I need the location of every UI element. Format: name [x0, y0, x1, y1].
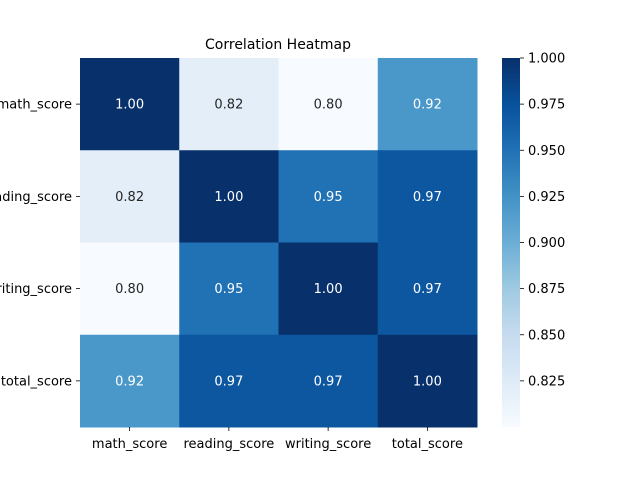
x-tick-label: reading_score: [183, 437, 274, 452]
cell-annotation: 0.82: [115, 190, 144, 205]
heatmap-cell: [278, 334, 379, 428]
chart-title: Correlation Heatmap: [205, 37, 351, 53]
y-axis: math_score reading_score writing_scoretota…: [0, 98, 80, 389]
y-tick-label: reading_score: [0, 190, 72, 205]
colorbar-tick-label: 1.000: [528, 52, 565, 67]
x-tick-label: writing_score: [285, 437, 371, 452]
cell-annotation: 0.97: [413, 190, 442, 205]
colorbar-tick-label: 0.975: [528, 98, 565, 113]
cell-annotation: 0.80: [314, 98, 343, 113]
cell-annotation: 0.80: [115, 282, 144, 297]
x-tick-label: math_score: [92, 437, 167, 452]
cell-annotation: 1.00: [115, 98, 144, 113]
heatmap-cell: [80, 150, 180, 243]
heatmap-cell: [377, 242, 478, 336]
y-tick-label: writing_score: [0, 282, 72, 297]
colorbar-tick-label: 0.875: [528, 282, 565, 297]
cell-annotation: 0.92: [413, 98, 442, 113]
x-tick-label: total_score: [392, 437, 463, 452]
cell-annotation: 1.00: [413, 374, 442, 389]
heatmap-cell: [278, 58, 379, 151]
y-tick-label: total_score: [1, 374, 72, 389]
colorbar-gradient: [502, 58, 520, 427]
cell-annotation: 1.00: [214, 190, 243, 205]
heatmap-cell: [377, 58, 478, 151]
x-axis: math_score reading_score writing_score tota…: [92, 427, 463, 452]
heatmap-cell: [179, 150, 279, 243]
colorbar: 0.825 0.850 0.875 0.900 0.925 0.950 0.975 1.000: [502, 52, 565, 427]
heatmap-cell: [80, 58, 180, 151]
cell-annotation: 0.95: [314, 190, 343, 205]
colorbar-tick-label: 0.950: [528, 144, 565, 159]
heatmap-cell: [80, 242, 180, 336]
heatmap-cell: [179, 242, 279, 336]
cell-annotation: 0.82: [214, 98, 243, 113]
cell-annotation: 0.97: [314, 374, 343, 389]
cell-annotation: 0.95: [214, 282, 243, 297]
heatmap-cell: [179, 334, 279, 428]
cell-annotation: 0.97: [413, 282, 442, 297]
colorbar-tick-label: 0.850: [528, 328, 565, 343]
heatmap-cell: [377, 150, 478, 243]
colorbar-ticks: 0.825 0.850 0.875 0.900 0.925 0.950 0.975 1.000: [520, 52, 565, 389]
heatmap-cell: [179, 58, 279, 151]
cell-annotation: 0.92: [115, 374, 144, 389]
colorbar-tick-label: 0.825: [528, 374, 565, 389]
heatmap-cell: [278, 242, 379, 336]
heatmap-cell: [377, 334, 478, 428]
cell-annotation: 1.00: [314, 282, 343, 297]
colorbar-tick-label: 0.925: [528, 190, 565, 205]
heatmap-cells: 1.00 0.82 0.80 0.92 0.82 1.00 0.95 0.97 0.80 0.95…: [80, 58, 478, 428]
heatmap-cell: [278, 150, 379, 243]
colorbar-tick-label: 0.900: [528, 236, 565, 251]
heatmap-cell: [80, 334, 180, 428]
cell-annotation: 0.97: [214, 374, 243, 389]
y-tick-label: math_score: [0, 98, 72, 113]
